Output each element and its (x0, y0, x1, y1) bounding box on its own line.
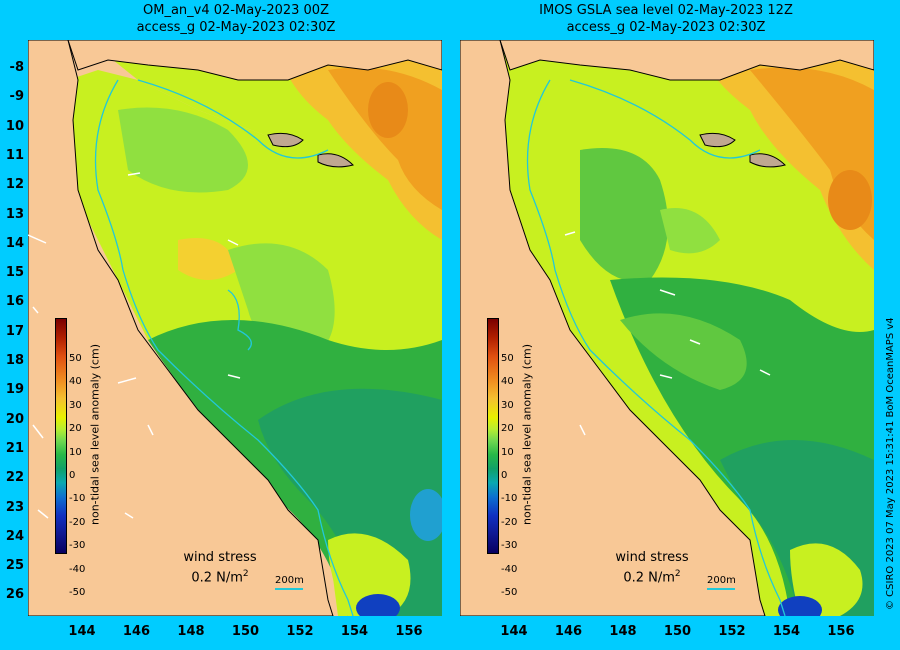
colorbar-tick-label: 20 (69, 423, 82, 435)
x-tick-label: 144 (68, 624, 96, 639)
y-tick-label: 16 (5, 294, 24, 310)
right-panel-title: IMOS GSLA sea level 02-May-2023 12Z acce… (456, 2, 876, 36)
right-wind-stress-label: wind stress 0.2 N/m2 (592, 550, 712, 586)
left-wind-line1: wind stress (183, 550, 257, 565)
credit-text: © CSIRO 2023 07 May 2023 15:31:41 BoM Oc… (885, 317, 896, 610)
y-tick-label: 26 (5, 587, 24, 603)
colorbar-tick-label: 0 (69, 470, 76, 481)
left-wind-line2: 0.2 N/m2 (191, 569, 249, 586)
y-tick-label: 21 (5, 440, 24, 456)
left-panel-title: OM_an_v4 02-May-2023 00Z access_g 02-May… (26, 2, 446, 36)
y-tick-label: 15 (5, 265, 24, 281)
right-wind-line2: 0.2 N/m2 (623, 569, 681, 586)
left-sea-level-map (28, 40, 442, 616)
left-colorbar-label: non-tidal sea level anomaly (cm) (88, 344, 102, 525)
left-scale-label: 200m (275, 575, 304, 586)
x-tick-label: 150 (663, 624, 692, 639)
left-wind-stress-label: wind stress 0.2 N/m2 (160, 550, 280, 586)
colorbar-tick-label: -40 (69, 563, 86, 575)
left-scale-line (275, 588, 303, 590)
x-tick-label: 156 (827, 624, 855, 639)
left-title-line2: access_g 02-May-2023 02:30Z (136, 20, 336, 35)
left-title-line1: OM_an_v4 02-May-2023 00Z (143, 3, 329, 18)
y-tick-label: 10 (5, 118, 24, 134)
colorbar-tick-label: 50 (69, 353, 82, 364)
colorbar-tick-label: 0 (501, 470, 508, 481)
right-colorbar-label: non-tidal sea level anomaly (cm) (520, 344, 534, 525)
colorbar-tick-label: 20 (501, 423, 514, 435)
colorbar-tick-label: 40 (69, 376, 82, 388)
colorbar-tick-label: -10 (69, 493, 86, 505)
x-tick-label: 152 (718, 624, 746, 639)
left-map-graphic (28, 40, 442, 616)
y-tick-label: -8 (9, 60, 24, 75)
colorbar-tick-label: 10 (501, 446, 514, 458)
right-title-line2: access_g 02-May-2023 02:30Z (566, 20, 766, 35)
colorbar-tick-label: -30 (69, 540, 86, 552)
y-tick-label: 23 (5, 499, 24, 515)
y-tick-label: 17 (5, 323, 24, 339)
right-map-graphic (460, 40, 874, 616)
colorbar-tick-label: -20 (501, 516, 518, 528)
x-tick-label: 148 (609, 624, 637, 639)
right-scale-label: 200m (707, 575, 736, 586)
colorbar-tick-label: -10 (501, 493, 518, 505)
colorbar-tick-label: 50 (501, 353, 514, 364)
left-colorbar (55, 318, 67, 554)
right-scale-line (707, 588, 735, 590)
colorbar-tick-label: 30 (501, 399, 514, 411)
right-colorbar (487, 318, 499, 554)
y-tick-label: 12 (5, 177, 24, 193)
y-tick-label: 13 (5, 206, 24, 222)
colorbar-tick-label: 40 (501, 376, 514, 388)
colorbar-tick-label: 30 (69, 399, 82, 411)
x-tick-label: 146 (122, 624, 151, 639)
colorbar-tick-label: 10 (69, 446, 82, 458)
right-wind-line1: wind stress (615, 550, 689, 565)
y-tick-label: 19 (5, 382, 24, 398)
x-tick-label: 148 (177, 624, 205, 639)
y-tick-label: 20 (5, 411, 24, 427)
y-tick-label: 22 (5, 470, 24, 486)
x-tick-label: 154 (340, 624, 369, 639)
colorbar-tick-label: -40 (501, 563, 518, 575)
y-tick-label: -9 (9, 89, 24, 105)
x-tick-label: 152 (286, 624, 314, 639)
y-tick-label: 14 (5, 235, 24, 251)
y-tick-label: 18 (5, 353, 24, 368)
colorbar-tick-label: -30 (501, 540, 518, 552)
colorbar-tick-label: -20 (69, 516, 86, 528)
colorbar-tick-label: -50 (69, 587, 86, 598)
colorbar-tick-label: -50 (501, 587, 518, 598)
y-tick-label: 24 (5, 528, 24, 544)
x-tick-label: 146 (554, 624, 583, 639)
x-tick-label: 150 (231, 624, 260, 639)
right-title-line1: IMOS GSLA sea level 02-May-2023 12Z (539, 3, 793, 18)
x-tick-label: 154 (772, 624, 801, 639)
y-tick-label: 11 (5, 147, 24, 163)
x-tick-label: 156 (395, 624, 423, 639)
x-tick-label: 144 (500, 624, 528, 639)
right-sea-level-map (460, 40, 874, 616)
y-tick-label: 25 (5, 558, 24, 574)
